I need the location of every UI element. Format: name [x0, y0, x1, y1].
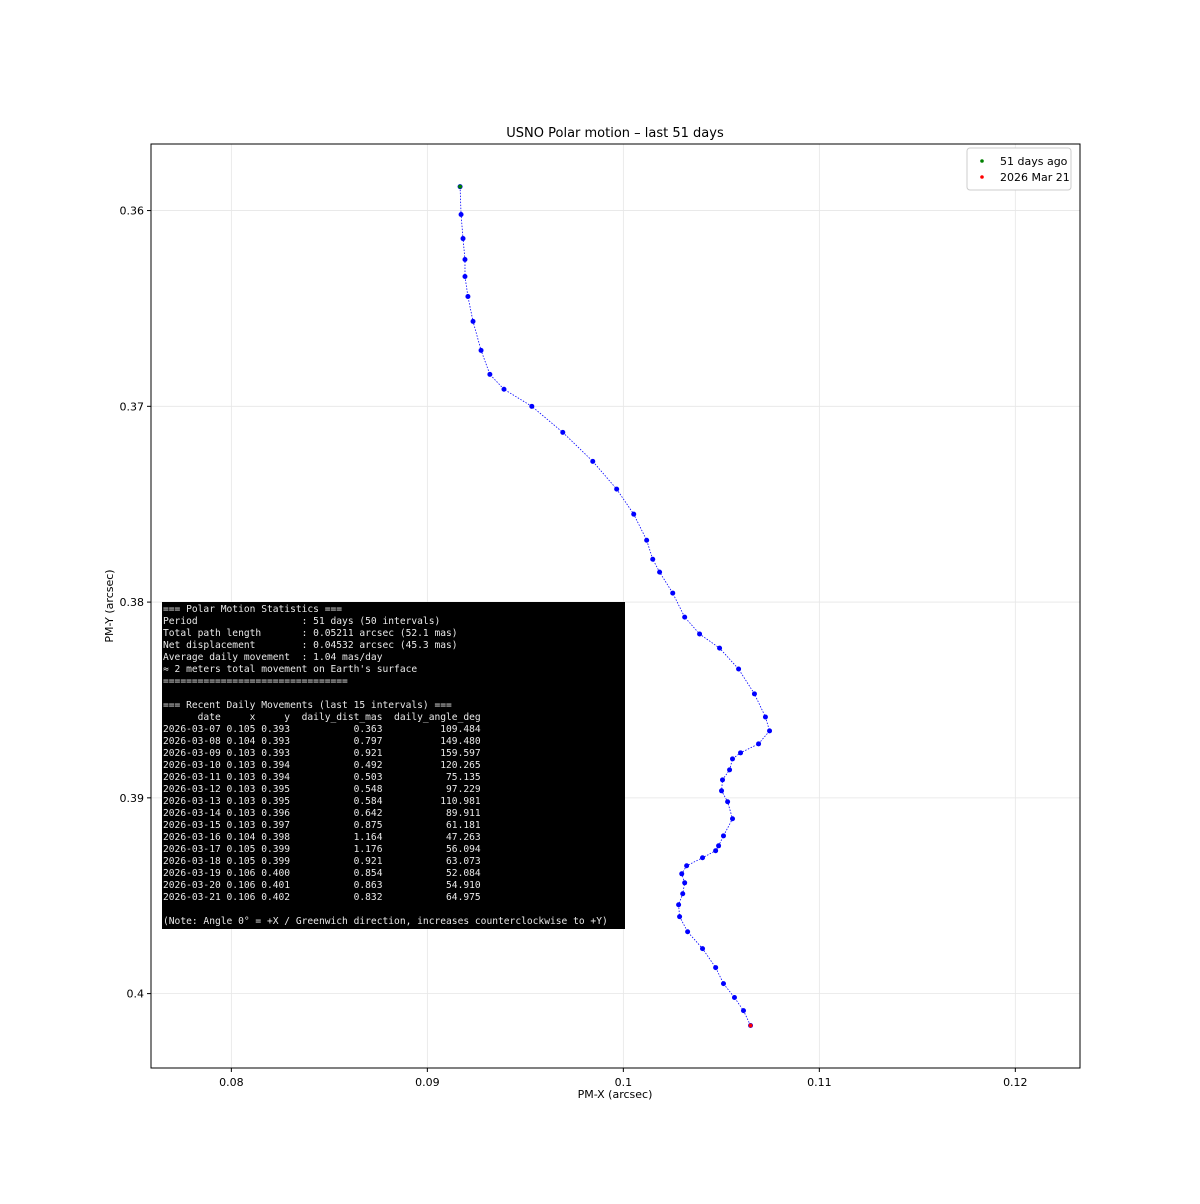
y-tick-label: 0.37: [120, 400, 145, 413]
stats-line: ================================: [163, 676, 348, 687]
point: [762, 714, 768, 720]
stats-line: ≈ 2 meters total movement on Earth's sur…: [163, 664, 417, 675]
stats-row: 2026-03-09 0.103 0.393 0.921 159.597: [163, 748, 481, 759]
point: [727, 767, 733, 773]
legend-label: 2026 Mar 21: [1000, 171, 1070, 184]
point: [529, 403, 535, 409]
y-tick-label: 0.38: [120, 596, 145, 609]
stats-box: [162, 602, 625, 929]
point: [700, 946, 706, 952]
point: [736, 666, 742, 672]
point: [738, 750, 744, 756]
stats-row: 2026-03-16 0.104 0.398 1.164 47.263: [163, 832, 481, 843]
x-axis-label: PM-X (arcsec): [578, 1088, 653, 1101]
point: [713, 848, 719, 854]
stats-row: 2026-03-13 0.103 0.395 0.584 110.981: [163, 796, 481, 807]
point: [487, 371, 493, 377]
point: [644, 537, 650, 543]
y-axis-label: PM-Y (arcsec): [103, 569, 116, 642]
point: [462, 274, 468, 280]
stats-note: (Note: Angle 0° = +X / Greenwich directi…: [163, 916, 608, 927]
point: [680, 891, 686, 897]
point: [717, 645, 723, 651]
point: [767, 728, 773, 734]
endpoint: [748, 1023, 753, 1028]
stats-row: 2026-03-17 0.105 0.399 1.176 56.094: [163, 844, 481, 855]
endpoint: [458, 184, 463, 189]
point: [682, 880, 688, 886]
point: [470, 318, 476, 324]
y-tick-label: 0.36: [120, 205, 145, 218]
point: [751, 691, 757, 697]
stats-row: 2026-03-20 0.106 0.401 0.863 54.910: [163, 880, 481, 891]
stats-row: 2026-03-12 0.103 0.395 0.548 97.229: [163, 784, 481, 795]
plot-frame: [150, 143, 1081, 1069]
x-tick-label: 0.11: [807, 1076, 832, 1089]
point: [730, 756, 736, 762]
point: [731, 995, 737, 1001]
point: [478, 347, 484, 353]
point: [460, 236, 466, 242]
point: [700, 855, 706, 861]
x-tick-label: 0.08: [219, 1076, 244, 1089]
point: [670, 590, 676, 596]
stats-row: 2026-03-14 0.103 0.396 0.642 89.911: [163, 808, 481, 819]
stats-line: Total path length : 0.05211 arcsec (52.1…: [163, 628, 458, 639]
legend-label: 51 days ago: [1000, 155, 1068, 168]
point: [725, 799, 731, 805]
y-tick-label: 0.39: [120, 792, 145, 805]
legend-box: [966, 147, 1072, 191]
point: [657, 569, 663, 575]
point: [462, 257, 468, 262]
point: [713, 965, 719, 971]
stats-row: 2026-03-15 0.103 0.397 0.875 61.181: [163, 820, 481, 831]
point: [458, 211, 464, 217]
point: [730, 816, 736, 822]
point: [720, 777, 726, 783]
stats-row: 2026-03-10 0.103 0.394 0.492 120.265: [163, 760, 481, 771]
legend-marker: [980, 175, 984, 179]
y-tick-label: 0.4: [127, 988, 145, 1001]
stats-row: 2026-03-07 0.105 0.393 0.363 109.484: [163, 724, 481, 735]
point: [650, 556, 656, 562]
point: [465, 293, 471, 299]
stats-row: 2026-03-19 0.106 0.400 0.854 52.084: [163, 868, 481, 879]
point: [679, 871, 685, 877]
point: [501, 386, 507, 392]
stats-line: === Polar Motion Statistics ===: [163, 604, 342, 615]
stats-line: Period : 51 days (50 intervals): [163, 616, 440, 627]
point: [631, 511, 637, 517]
point: [716, 843, 722, 849]
x-tick-label: 0.12: [1003, 1076, 1028, 1089]
point: [719, 788, 725, 794]
stats-line: Net displacement : 0.04532 arcsec (45.3 …: [163, 640, 458, 651]
point: [590, 458, 596, 464]
point: [684, 863, 690, 869]
legend-marker: [980, 159, 984, 163]
path-line: [459, 186, 770, 1026]
point: [677, 914, 683, 920]
point: [720, 981, 726, 987]
x-tick-label: 0.09: [415, 1076, 440, 1089]
stats-heading: === Recent Daily Movements (last 15 inte…: [163, 700, 452, 711]
point: [614, 486, 620, 492]
point: [740, 1008, 746, 1014]
stats-row: 2026-03-08 0.104 0.393 0.797 149.480: [163, 736, 481, 747]
chart-title: USNO Polar motion – last 51 days: [506, 126, 724, 141]
stats-row: 2026-03-21 0.106 0.402 0.832 64.975: [163, 892, 481, 903]
stats-row: 2026-03-18 0.105 0.399 0.921 63.073: [163, 856, 481, 867]
point: [697, 631, 703, 637]
point: [682, 614, 688, 620]
stats-columns: date x y daily_dist_mas daily_angle_deg: [163, 712, 481, 723]
point: [676, 902, 682, 908]
point: [685, 929, 691, 935]
point: [560, 429, 566, 435]
stats-line: Average daily movement : 1.04 mas/day: [163, 652, 383, 663]
point: [720, 833, 726, 839]
x-tick-label: 0.1: [615, 1076, 633, 1089]
stats-row: 2026-03-11 0.103 0.394 0.503 75.135: [163, 772, 481, 783]
point: [756, 741, 762, 747]
